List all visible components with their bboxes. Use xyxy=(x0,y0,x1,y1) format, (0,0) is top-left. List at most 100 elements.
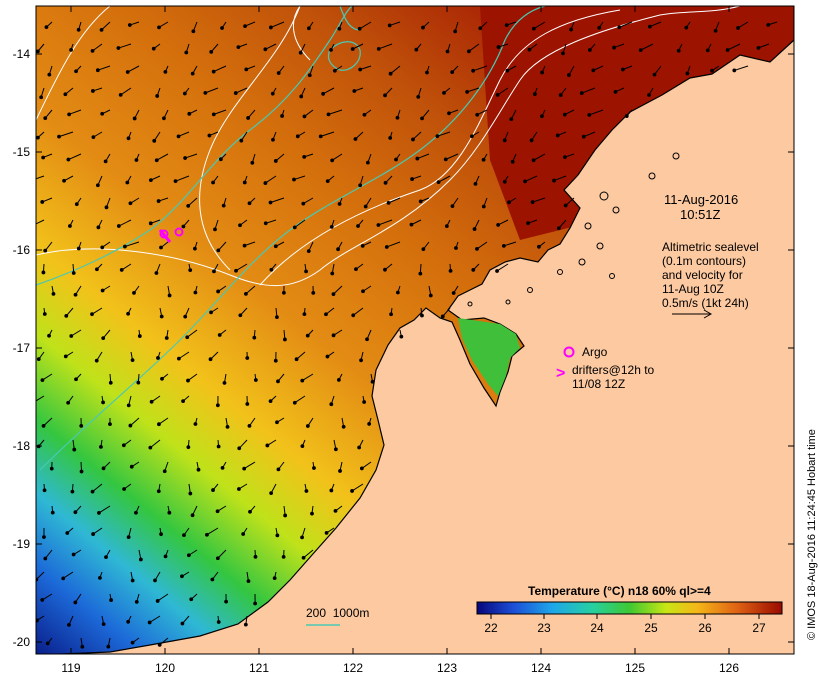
velocity-arrow-head xyxy=(225,424,230,429)
velocity-arrow-head xyxy=(246,116,251,120)
velocity-arrow xyxy=(62,571,74,579)
velocity-arrow xyxy=(150,439,161,449)
y-axis: -14 -15 -16 -17 -18 -19 -20 xyxy=(13,47,794,649)
velocity-arrow-head xyxy=(42,535,46,539)
x-tick-label: 121 xyxy=(249,661,269,675)
y-tick-label: -17 xyxy=(13,341,31,355)
velocity-arrow-head xyxy=(253,601,258,606)
velocity-arrow-head xyxy=(36,618,39,623)
velocity-arrow-head xyxy=(242,243,247,248)
velocity-arrow-head xyxy=(270,91,275,96)
velocity-arrow xyxy=(92,483,103,492)
velocity-arrow-head xyxy=(450,204,455,209)
velocity-arrow-head xyxy=(465,89,470,94)
velocity-arrow-head xyxy=(215,403,220,408)
velocity-arrow-head xyxy=(126,403,131,408)
x-tick-label: 122 xyxy=(343,661,363,675)
velocity-arrow xyxy=(727,43,741,51)
velocity-arrow-head xyxy=(97,511,101,515)
velocity-arrow-head xyxy=(510,159,515,164)
velocity-arrow xyxy=(235,87,248,94)
argo-floats xyxy=(158,227,575,358)
velocity-arrow-head xyxy=(471,68,476,73)
velocity-arrow-head xyxy=(72,447,77,452)
velocity-arrow-head xyxy=(31,401,34,404)
velocity-arrow-head xyxy=(388,71,393,76)
velocity-arrow-head xyxy=(531,26,536,31)
velocity-arrow-head xyxy=(613,89,618,94)
velocity-arrow-head xyxy=(191,29,196,34)
velocity-arrow xyxy=(476,241,488,250)
velocity-arrow-head xyxy=(530,200,535,204)
velocity-arrow xyxy=(581,87,596,94)
velocity-arrow-head xyxy=(185,335,190,340)
velocity-arrow-head xyxy=(66,400,71,405)
velocity-arrow-head xyxy=(325,179,330,184)
velocity-arrow-head xyxy=(41,423,46,428)
velocity-arrow-head xyxy=(186,553,191,558)
islands xyxy=(467,152,680,307)
velocity-arrow-head xyxy=(153,578,157,583)
x-tick-label: 126 xyxy=(719,661,739,675)
x-axis: 119 120 121 122 123 124 125 126 xyxy=(61,6,739,675)
velocity-arrow-head xyxy=(359,466,364,471)
altimetry-line-5: 0.5m/s (1kt 24h) xyxy=(662,296,749,310)
colorbar-ticks: 22 23 24 25 26 27 xyxy=(484,614,766,635)
velocity-arrow-head xyxy=(186,203,191,208)
velocity-arrow-head xyxy=(318,134,323,139)
velocity-arrow-head xyxy=(501,244,506,248)
colorbar-tick-label: 25 xyxy=(644,621,658,635)
velocity-arrow xyxy=(417,153,430,160)
velocity-arrow-head xyxy=(163,69,168,74)
velocity-arrow-head xyxy=(100,245,105,250)
velocity-arrow-head xyxy=(245,402,250,406)
velocity-arrow-head xyxy=(418,271,423,276)
velocity-arrow xyxy=(36,395,45,402)
velocity-arrow-head xyxy=(292,400,297,405)
y-tick-label: -19 xyxy=(13,537,31,551)
velocity-arrow-head xyxy=(242,466,247,471)
velocity-arrow-head xyxy=(183,314,188,319)
velocity-arrow-head xyxy=(157,25,161,30)
velocity-arrow-head xyxy=(156,489,161,494)
velocity-arrow-head xyxy=(122,487,127,491)
velocity-arrow xyxy=(270,21,285,28)
velocity-arrow xyxy=(468,43,480,52)
velocity-arrow-head xyxy=(302,312,307,317)
velocity-arrow-head xyxy=(40,378,45,382)
velocity-arrow-head xyxy=(155,94,160,98)
velocity-arrow xyxy=(91,307,103,315)
velocity-arrow-head xyxy=(134,510,138,515)
velocity-arrow-head xyxy=(162,469,167,474)
velocity-arrow-head xyxy=(387,23,392,28)
velocity-arrow-head xyxy=(129,464,134,469)
velocity-arrow-head xyxy=(276,379,280,384)
velocity-arrow-head xyxy=(336,247,340,252)
velocity-arrow-head xyxy=(451,291,456,295)
velocity-arrow-head xyxy=(268,399,273,404)
velocity-arrow-head xyxy=(101,336,106,341)
velocity-arrow-head xyxy=(80,644,85,649)
velocity-arrow-head xyxy=(252,335,257,340)
velocity-arrow-head xyxy=(130,640,135,645)
velocity-arrow xyxy=(445,153,459,160)
velocity-arrow-head xyxy=(119,268,124,272)
x-tick-label: 123 xyxy=(437,661,457,675)
velocity-arrow-head xyxy=(42,312,47,316)
velocity-arrow-head xyxy=(386,200,391,205)
velocity-arrow-head xyxy=(495,92,500,97)
velocity-arrow-head xyxy=(247,201,252,206)
velocity-arrow xyxy=(302,373,314,382)
velocity-arrow-head xyxy=(705,48,710,53)
velocity-arrow-head xyxy=(540,70,544,75)
velocity-arrow-head xyxy=(312,466,316,470)
velocity-arrow-head xyxy=(220,465,225,470)
velocity-arrow xyxy=(619,21,633,28)
velocity-arrow-head xyxy=(395,290,400,295)
velocity-arrow xyxy=(378,43,393,50)
velocity-arrow-head xyxy=(73,292,78,297)
velocity-arrow-head xyxy=(756,45,761,50)
velocity-arrow-head xyxy=(357,26,362,31)
velocity-arrow-head xyxy=(101,622,106,627)
velocity-arrow-head xyxy=(186,445,191,450)
